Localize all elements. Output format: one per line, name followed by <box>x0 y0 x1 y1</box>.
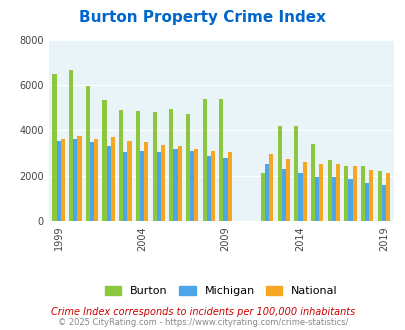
Bar <box>85 86 90 221</box>
Bar <box>206 156 210 221</box>
Bar <box>119 110 123 221</box>
Bar <box>314 177 318 221</box>
Bar <box>194 148 198 221</box>
Bar <box>52 74 57 221</box>
Bar <box>343 166 347 221</box>
Bar <box>368 170 373 221</box>
Bar <box>223 158 227 221</box>
Bar <box>77 136 81 221</box>
Bar <box>269 154 273 221</box>
Bar <box>185 115 190 221</box>
Bar <box>73 139 77 221</box>
Bar <box>377 171 381 221</box>
Bar <box>57 141 61 221</box>
Bar <box>385 174 389 221</box>
Bar <box>102 100 107 221</box>
Bar <box>111 137 115 221</box>
Bar <box>160 145 164 221</box>
Bar <box>310 144 314 221</box>
Bar <box>210 151 215 221</box>
Bar <box>277 126 281 221</box>
Bar <box>364 182 368 221</box>
Bar <box>190 151 194 221</box>
Bar <box>227 152 231 221</box>
Bar <box>94 139 98 221</box>
Bar <box>107 146 111 221</box>
Bar <box>69 70 73 221</box>
Bar <box>144 142 148 221</box>
Bar <box>318 164 323 221</box>
Bar <box>281 169 285 221</box>
Bar <box>298 174 302 221</box>
Bar <box>152 112 156 221</box>
Bar <box>169 109 173 221</box>
Bar <box>352 166 356 221</box>
Bar <box>90 142 94 221</box>
Text: © 2025 CityRating.com - https://www.cityrating.com/crime-statistics/: © 2025 CityRating.com - https://www.city… <box>58 318 347 327</box>
Text: Crime Index corresponds to incidents per 100,000 inhabitants: Crime Index corresponds to incidents per… <box>51 307 354 317</box>
Bar <box>264 164 269 221</box>
Bar <box>260 174 264 221</box>
Bar <box>219 99 223 221</box>
Bar <box>294 126 298 221</box>
Bar <box>136 111 140 221</box>
Bar <box>202 99 206 221</box>
Bar <box>173 148 177 221</box>
Legend: Burton, Michigan, National: Burton, Michigan, National <box>100 281 341 301</box>
Bar <box>285 159 289 221</box>
Bar <box>140 151 144 221</box>
Bar <box>360 166 364 221</box>
Bar <box>331 177 335 221</box>
Bar <box>156 152 160 221</box>
Bar <box>327 160 331 221</box>
Bar <box>61 139 65 221</box>
Bar <box>123 152 127 221</box>
Bar <box>347 179 352 221</box>
Bar <box>302 162 306 221</box>
Text: Burton Property Crime Index: Burton Property Crime Index <box>79 10 326 25</box>
Bar <box>177 146 181 221</box>
Bar <box>127 141 131 221</box>
Bar <box>335 164 339 221</box>
Bar <box>381 185 385 221</box>
